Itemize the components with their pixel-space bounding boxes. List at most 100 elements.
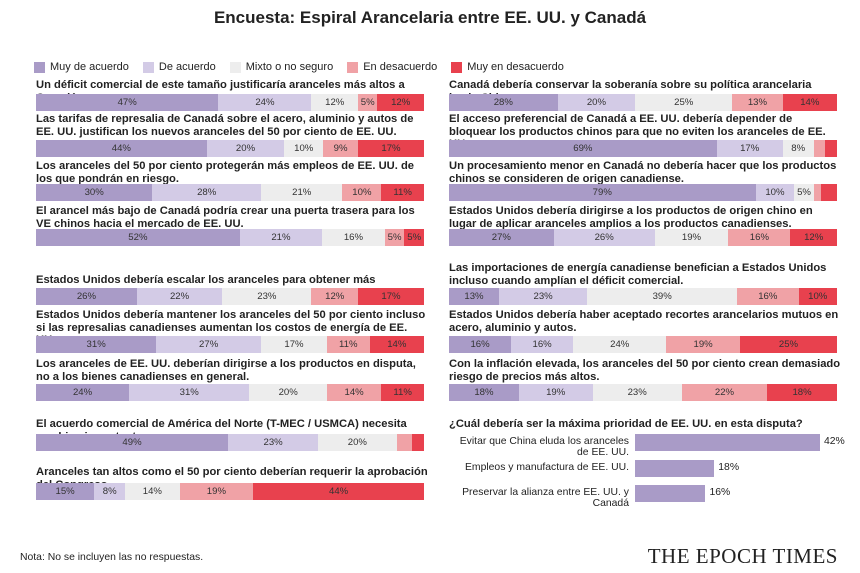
question-label: El arancel más bajo de Canadá podría cre… <box>36 205 415 230</box>
bar-segment-de-acuerdo: 20% <box>557 94 636 111</box>
priority-chart-title: ¿Cuál debería ser la máxima prioridad de… <box>449 418 803 430</box>
stacked-bar: 52% 21% 16% 5% 5% <box>36 229 424 246</box>
bar-segment-de-acuerdo: 26% <box>553 229 655 246</box>
bar-segment-de-acuerdo: 23% <box>498 288 588 305</box>
stacked-bar: 27% 26% 19% 16% 12% <box>449 229 837 246</box>
stacked-bar: 69% 17% 8% <box>449 140 837 157</box>
question-label: Las importaciones de energía canadiense … <box>449 262 827 287</box>
stacked-bar: 15% 8% 14% 19% 44% <box>36 483 424 500</box>
legend-item-muy-de-acuerdo: Muy de acuerdo <box>34 61 129 73</box>
bar-segment-de-acuerdo: 16% <box>511 336 574 353</box>
bar-segment-mixto: 23% <box>592 384 682 401</box>
legend-swatch <box>347 61 359 73</box>
bar-segment-muy-en-desacuerdo: 14% <box>369 336 424 353</box>
bar-segment-mixto: 16% <box>322 229 385 246</box>
stacked-bar: 44% 20% 10% 9% 17% <box>36 140 424 157</box>
bar-segment-en-desacuerdo: 10% <box>342 184 382 201</box>
bar-segment-muy-en-desacuerdo: 5% <box>404 229 424 246</box>
bar-segment-muy-de-acuerdo: 69% <box>449 140 717 157</box>
priority-bar <box>635 460 715 477</box>
legend-item-de-acuerdo: De acuerdo <box>142 61 216 73</box>
bar-segment-muy-de-acuerdo: 30% <box>36 184 153 201</box>
bar-segment-muy-en-desacuerdo: 25% <box>739 336 837 353</box>
bar-segment-en-desacuerdo: 12% <box>311 288 359 305</box>
bar-segment-muy-en-desacuerdo: 10% <box>798 288 837 305</box>
bar-segment-en-desacuerdo: 16% <box>728 229 791 246</box>
bar-segment-en-desacuerdo: 14% <box>326 384 382 401</box>
legend: Muy de acuerdo De acuerdo Mixto o no segur… <box>34 61 564 73</box>
bar-segment-mixto: 39% <box>587 288 738 305</box>
publisher-logo: THE EPOCH TIMES <box>647 544 838 568</box>
bar-segment-en-desacuerdo <box>813 140 826 157</box>
bar-segment-de-acuerdo: 20% <box>206 140 285 157</box>
question-label: Los aranceles de EE. UU. deberían dirigi… <box>36 358 416 383</box>
bar-segment-mixto: 20% <box>249 384 327 401</box>
bar-segment-en-desacuerdo: 16% <box>737 288 799 305</box>
footnote: Nota: No se incluyen las no respuestas. <box>20 552 204 563</box>
stacked-bar: 28% 20% 25% 13% 14% <box>449 94 837 111</box>
bar-segment-de-acuerdo: 23% <box>228 434 319 451</box>
bar-segment-muy-de-acuerdo: 15% <box>36 483 95 500</box>
bar-segment-mixto: 25% <box>635 94 733 111</box>
priority-bar <box>635 434 820 451</box>
priority-category-label: Empleos y manufactura de EE. UU. <box>464 462 629 473</box>
bar-segment-mixto: 5% <box>794 184 814 201</box>
bar-segment-muy-de-acuerdo: 27% <box>449 229 554 246</box>
bar-segment-muy-en-desacuerdo: 12% <box>377 94 424 111</box>
legend-swatch <box>451 61 463 73</box>
legend-item-en-desacuerdo: En desacuerdo <box>347 61 437 73</box>
bar-segment-muy-de-acuerdo: 31% <box>36 336 157 353</box>
bar-segment-mixto: 17% <box>261 336 327 353</box>
priority-value-label: 16% <box>709 487 731 498</box>
bar-segment-de-acuerdo: 8% <box>94 483 126 500</box>
bar-segment-mixto: 21% <box>261 184 343 201</box>
stacked-bar: 24% 31% 20% 14% 11% <box>36 384 424 401</box>
question-label: Con la inflación elevada, los aranceles … <box>449 358 841 383</box>
bar-segment-muy-en-desacuerdo <box>825 140 837 157</box>
bar-segment-en-desacuerdo <box>813 184 822 201</box>
bar-segment-muy-de-acuerdo: 44% <box>36 140 207 157</box>
bar-segment-muy-de-acuerdo: 16% <box>449 336 512 353</box>
bar-segment-mixto: 24% <box>573 336 667 353</box>
bar-segment-de-acuerdo: 24% <box>218 94 312 111</box>
stacked-bar: 49% 23% 20% <box>36 434 424 451</box>
legend-item-muy-en-desacuerdo: Muy en desacuerdo <box>451 61 564 73</box>
bar-segment-muy-en-desacuerdo: 11% <box>381 384 424 401</box>
bar-segment-muy-de-acuerdo: 49% <box>36 434 229 451</box>
bar-segment-en-desacuerdo: 19% <box>666 336 740 353</box>
bar-segment-muy-en-desacuerdo: 44% <box>253 483 424 500</box>
bar-segment-muy-en-desacuerdo <box>821 184 837 201</box>
bar-segment-muy-en-desacuerdo: 14% <box>782 94 837 111</box>
stacked-bar: 30% 28% 21% 10% 11% <box>36 184 424 201</box>
priority-value-label: 18% <box>718 462 740 473</box>
question-label: Los aranceles del 50 por ciento proteger… <box>36 160 415 185</box>
bar-segment-en-desacuerdo: 5% <box>384 229 405 246</box>
priority-category-label: Evitar que China eluda los aranceles de … <box>459 436 629 458</box>
legend-label: Mixto o no seguro <box>245 61 334 73</box>
bar-segment-mixto: 20% <box>318 434 397 451</box>
question-label: Las tarifas de represalia de Canadá sobr… <box>36 113 414 138</box>
bar-segment-de-acuerdo: 10% <box>755 184 795 201</box>
legend-swatch <box>229 61 241 73</box>
stacked-bar: 26% 22% 23% 12% 17% <box>36 288 424 305</box>
bar-segment-muy-de-acuerdo: 18% <box>449 384 519 401</box>
bar-segment-muy-de-acuerdo: 79% <box>449 184 756 201</box>
bar-segment-muy-de-acuerdo: 47% <box>36 94 219 111</box>
bar-segment-muy-en-desacuerdo: 12% <box>790 229 837 246</box>
bar-segment-muy-en-desacuerdo: 18% <box>767 384 837 401</box>
bar-segment-de-acuerdo: 19% <box>518 384 593 401</box>
legend-item-mixto: Mixto o no seguro <box>229 61 334 73</box>
legend-label: De acuerdo <box>158 61 216 73</box>
bar-segment-mixto: 10% <box>284 140 324 157</box>
bar-segment-en-desacuerdo: 22% <box>681 384 768 401</box>
stacked-bar: 18% 19% 23% 22% 18% <box>449 384 837 401</box>
legend-label: Muy de acuerdo <box>50 61 129 73</box>
bar-segment-de-acuerdo: 27% <box>156 336 262 353</box>
bar-segment-de-acuerdo: 22% <box>136 288 223 305</box>
stacked-bar: 13% 23% 39% 16% 10% <box>449 288 837 305</box>
bar-segment-muy-de-acuerdo: 28% <box>449 94 558 111</box>
question-label: Un procesamiento menor en Canadá no debe… <box>449 160 837 185</box>
stacked-bar: 31% 27% 17% 11% 14% <box>36 336 424 353</box>
bar-segment-mixto: 12% <box>311 94 359 111</box>
legend-swatch <box>142 61 154 73</box>
